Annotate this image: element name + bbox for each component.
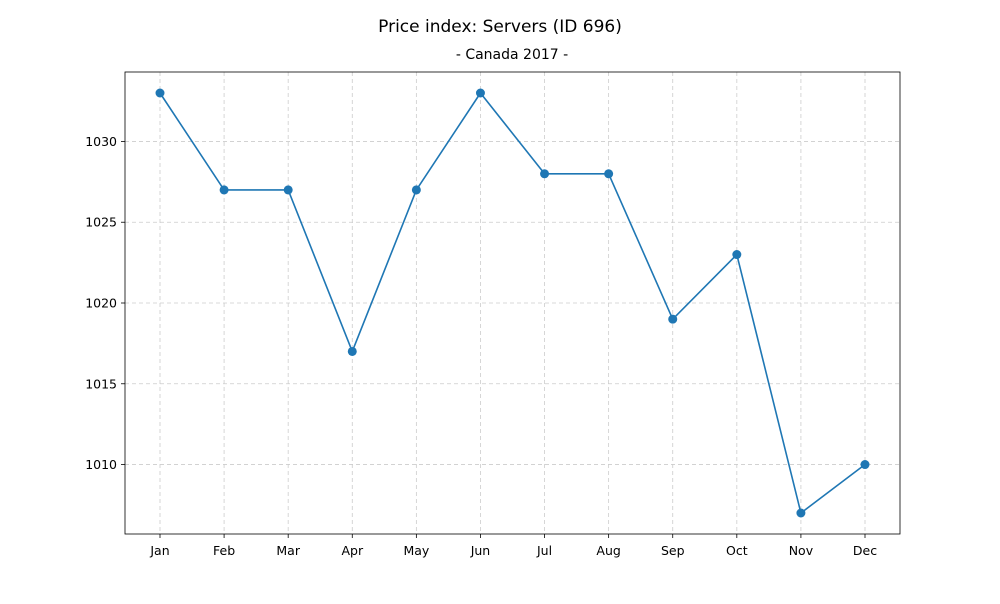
data-point bbox=[155, 88, 165, 98]
x-tick-label: Jun bbox=[470, 543, 491, 558]
x-tick-label: Oct bbox=[726, 543, 748, 558]
data-point bbox=[668, 314, 678, 324]
data-point bbox=[475, 88, 485, 98]
x-tick-label: Jan bbox=[149, 543, 169, 558]
series-line bbox=[159, 92, 866, 514]
y-tick-label: 1010 bbox=[85, 457, 117, 472]
chart-title: Price index: Servers (ID 696) bbox=[378, 17, 622, 37]
axis-ticks: Jan Feb Mar Apr May Jun Jul Aug Sep Oct Nov Dec 1010… bbox=[85, 134, 877, 558]
x-tick-label: Feb bbox=[213, 543, 235, 558]
y-tick-label: 1025 bbox=[85, 215, 117, 230]
y-tick-label: 1020 bbox=[85, 296, 117, 311]
y-tick-label: 1030 bbox=[85, 134, 117, 149]
chart-subtitle: - Canada 2017 - bbox=[456, 47, 568, 63]
x-tick-label: Dec bbox=[853, 543, 877, 558]
data-point bbox=[540, 169, 550, 179]
data-point bbox=[732, 250, 742, 260]
x-tick-label: Aug bbox=[596, 543, 620, 558]
x-tick-label: Mar bbox=[276, 543, 300, 558]
x-tick-label: Sep bbox=[661, 543, 685, 558]
data-point bbox=[796, 508, 806, 518]
grid-lines bbox=[125, 72, 900, 534]
data-point bbox=[283, 185, 293, 195]
data-point bbox=[219, 185, 229, 195]
series-layer bbox=[155, 88, 870, 518]
x-tick-label: Nov bbox=[789, 543, 814, 558]
data-point bbox=[860, 460, 870, 470]
y-tick-label: 1015 bbox=[85, 376, 117, 391]
data-point bbox=[411, 185, 421, 195]
x-tick-label: May bbox=[403, 543, 429, 558]
data-point bbox=[604, 169, 614, 179]
x-tick-label: Apr bbox=[341, 543, 363, 558]
x-tick-label: Jul bbox=[536, 543, 552, 558]
data-point bbox=[347, 346, 357, 356]
